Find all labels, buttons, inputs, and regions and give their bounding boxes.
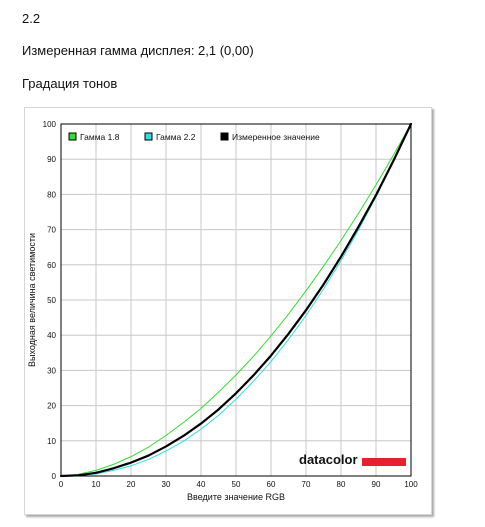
y-tick-label: 90 [47,155,56,164]
section-title: Градация тонов [22,76,118,91]
y-axis-label: Выходная величина светимости [27,233,37,367]
y-tick-label: 50 [47,296,56,305]
measured-gamma-text: Измеренная гамма дисплея: 2,1 (0,00) [22,43,254,58]
legend-swatch [68,132,77,141]
y-tick-label: 80 [47,190,56,199]
x-tick-label: 10 [92,480,101,489]
y-tick-label: 60 [47,261,56,270]
datacolor-logo: datacolor [299,452,406,467]
x-tick-label: 50 [232,480,241,489]
datacolor-logo-text: datacolor [299,452,358,467]
legend-item: Гамма 2.2 [144,132,196,142]
series-line [60,123,412,477]
series-line [59,122,413,478]
y-tick-labels: 0 10 20 30 40 50 60 70 80 90 100 [43,120,57,481]
y-tick-label: 100 [43,120,57,129]
series-lines [59,122,413,478]
x-tick-label: 60 [267,480,276,489]
gamma-target-value: 2.2 [22,11,41,26]
x-tick-label: 80 [337,480,346,489]
legend-label: Гамма 2.2 [156,132,196,142]
legend-swatch [144,132,153,141]
x-tick-label: 70 [302,480,311,489]
y-tick-label: 30 [47,366,56,375]
legend-label: Гамма 1.8 [80,132,120,142]
grid-lines [61,124,411,476]
tone-response-chart-panel: 0 10 20 30 40 50 60 70 80 90 100 0 10 20 30 40 50 60 70 80… [24,107,432,515]
y-tick-label: 0 [52,472,57,481]
tone-response-chart: 0 10 20 30 40 50 60 70 80 90 100 0 10 20 30 40 50 60 70 80… [27,120,418,502]
legend-swatch [220,132,229,141]
datacolor-logo-bar [362,458,406,466]
x-tick-label: 90 [372,480,381,489]
x-tick-label: 20 [127,480,136,489]
legend-item: Измеренное значение [220,132,320,142]
y-tick-label: 70 [47,226,56,235]
x-axis-label: Введите значение RGB [187,492,285,502]
series-line [60,123,412,477]
y-tick-label: 20 [47,402,56,411]
legend-item: Гамма 1.8 [68,132,120,142]
y-tick-label: 40 [47,331,56,340]
plot-frame [60,123,412,477]
x-tick-label: 40 [197,480,206,489]
legend: Гамма 1.8 Гамма 2.2 Измеренное значение [68,132,320,142]
y-tick-label: 10 [47,437,56,446]
x-tick-label: 0 [59,480,64,489]
x-tick-labels: 0 10 20 30 40 50 60 70 80 90 100 [59,480,418,489]
x-tick-label: 30 [162,480,171,489]
legend-label: Измеренное значение [232,132,320,142]
x-tick-label: 100 [404,480,418,489]
